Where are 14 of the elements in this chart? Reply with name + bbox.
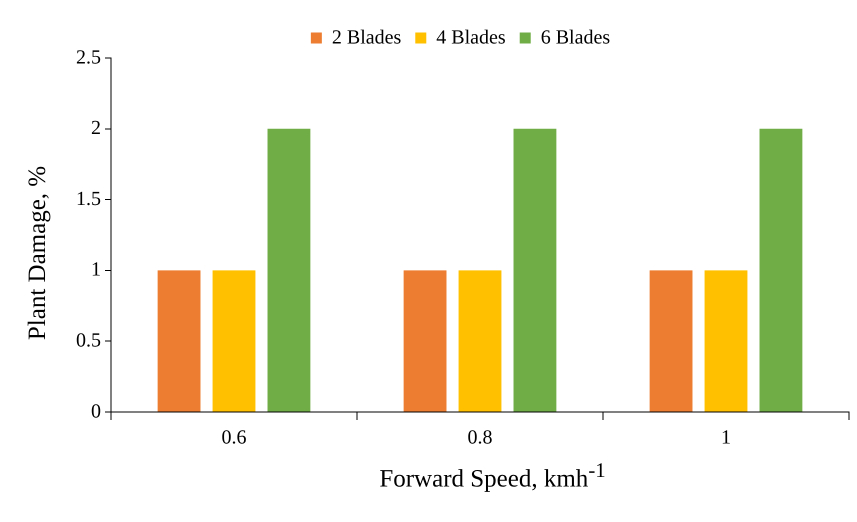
- legend-label: 2 Blades: [332, 26, 402, 48]
- y-tick-label: 1: [91, 258, 101, 281]
- y-tick-label: 1.5: [76, 188, 101, 210]
- x-tick-label: 1: [721, 426, 731, 448]
- x-tick-label: 0.6: [222, 426, 246, 448]
- y-axis-title: Plant Damage, %: [24, 166, 52, 340]
- y-tick-label: 0: [91, 400, 101, 422]
- x-tick-label: 0.8: [468, 426, 492, 448]
- legend-label: 6 Blades: [540, 26, 610, 48]
- y-tick-label: 2: [91, 117, 101, 140]
- x-axis-title: Forward Speed, kmh$^{-1}$: [378, 458, 607, 494]
- y-tick-label: 2.5: [76, 46, 101, 68]
- y-tick-label: 0.5: [76, 329, 101, 352]
- legend-label: 4 Blades: [436, 26, 506, 48]
